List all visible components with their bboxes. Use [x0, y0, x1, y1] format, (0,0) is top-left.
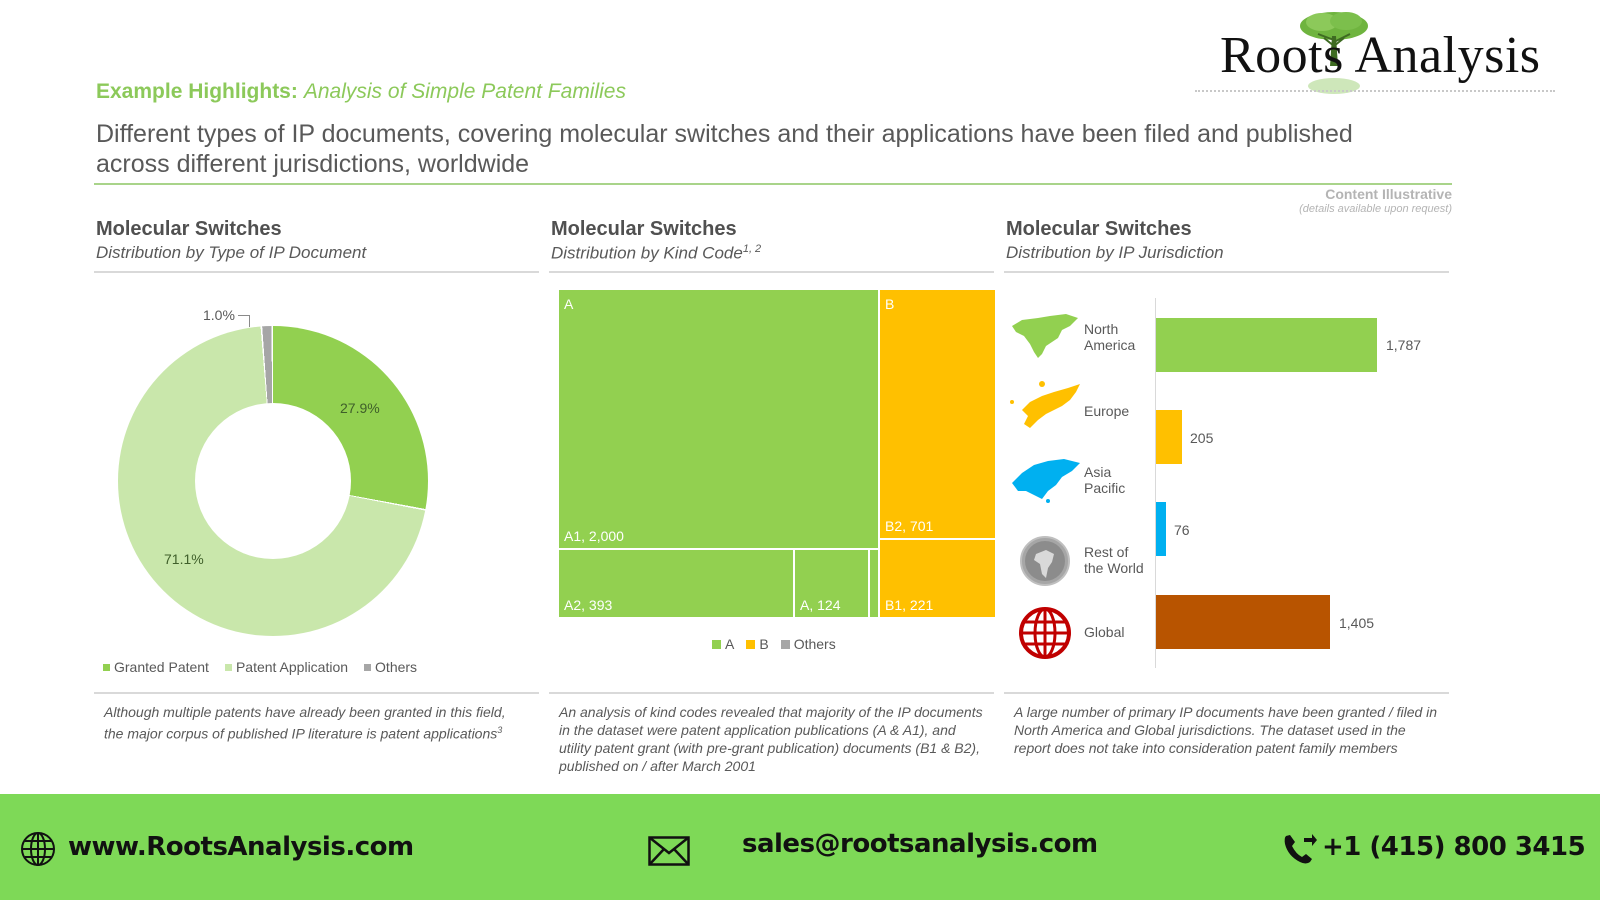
legend-item-others: Others	[364, 659, 417, 675]
bar-rest-of-world	[1156, 502, 1166, 556]
panel-subtitle: Distribution by IP Jurisdiction	[1006, 243, 1224, 262]
bar-value-europe: 205	[1190, 430, 1214, 446]
panel-kind-code-header: Molecular Switches Distribution by Kind …	[551, 218, 761, 264]
region-label-asia-pacific: Asia Pacific	[1084, 464, 1126, 496]
example-highlights-heading: Example Highlights: Analysis of Simple Pa…	[96, 80, 626, 104]
envelope-icon	[648, 836, 690, 866]
treemap-legend: A B Others	[712, 636, 836, 652]
region-label-europe: Europe	[1084, 403, 1130, 419]
highlight-topic: Analysis of Simple Patent Families	[303, 80, 626, 103]
callout-leader-line	[238, 315, 250, 327]
panel-divider	[94, 692, 539, 694]
content-note-subtitle: (details available upon request)	[1299, 203, 1452, 215]
legend-item-granted: Granted Patent	[103, 659, 209, 675]
globe-icon	[21, 832, 55, 866]
website-link[interactable]: www.RootsAnalysis.com	[68, 832, 414, 862]
legend-swatch	[712, 639, 721, 649]
slice-label-application: 71.1%	[164, 551, 204, 567]
europe-map-icon	[1010, 381, 1080, 428]
treemap-cell-a1: A A1, 2,000	[558, 289, 879, 549]
cell-label-b2: B2, 701	[885, 518, 934, 534]
bar-europe	[1156, 410, 1182, 464]
phone-link[interactable]: +1 (415) 800 3415	[1322, 832, 1586, 862]
legend-item-a: A	[712, 636, 734, 652]
panel-divider	[549, 692, 994, 694]
region-label-north-america: North America	[1084, 321, 1136, 353]
panel-title: Molecular Switches	[1006, 218, 1192, 240]
panel-jurisdiction-header: Molecular Switches Distribution by IP Ju…	[1006, 218, 1224, 263]
bar-global	[1156, 595, 1330, 649]
panel-divider	[1004, 271, 1449, 273]
bar-value-north-america: 1,787	[1386, 337, 1422, 353]
region-label-global: Global	[1084, 624, 1125, 640]
phone-icon	[1284, 834, 1317, 864]
panel-caption: Although multiple patents have already b…	[104, 704, 506, 742]
north-america-map-icon	[1012, 314, 1078, 358]
donut-chart	[118, 326, 428, 636]
bar-axis-line	[1155, 298, 1156, 668]
roots-analysis-logo: Roots Analysis	[1190, 4, 1590, 104]
email-link[interactable]: sales@rootsanalysis.com	[742, 829, 1098, 859]
logo-wordmark: Roots Analysis	[1220, 27, 1541, 84]
donut-legend: Granted Patent Patent Application Others	[103, 659, 417, 675]
panel-caption: An analysis of kind codes revealed that …	[559, 704, 983, 774]
donut-hole	[195, 403, 351, 559]
bar-value-global: 1,405	[1339, 615, 1375, 631]
legend-item-application: Patent Application	[224, 659, 348, 675]
legend-item-b: B	[746, 636, 769, 652]
cell-label-a1: A1, 2,000	[564, 528, 624, 544]
page-headline: Different types of IP documents, coverin…	[96, 120, 1353, 178]
panel-subtitle: Distribution by Type of IP Document	[96, 243, 367, 262]
treemap-cell-a-small	[869, 549, 879, 618]
treemap-cell-a2: A2, 393	[558, 549, 794, 618]
panel-ip-document-header: Molecular Switches Distribution by Type …	[96, 218, 366, 263]
treemap-cell-a: A, 124	[794, 549, 869, 618]
legend-swatch	[746, 639, 756, 649]
legend-item-others: Others	[780, 636, 836, 652]
header-divider	[94, 183, 1452, 185]
global-globe-icon	[1019, 607, 1071, 659]
bar-north-america	[1156, 318, 1377, 372]
slice-label-granted: 27.9%	[340, 400, 380, 416]
panel-title: Molecular Switches	[96, 218, 282, 240]
slice-label-others: 1.0%	[203, 307, 235, 323]
legend-swatch	[364, 663, 372, 671]
cell-label-b1: B1, 221	[885, 597, 934, 613]
panel-divider	[549, 271, 994, 273]
panel-subtitle: Distribution by Kind Code1, 2	[551, 243, 762, 263]
content-note-title: Content Illustrative	[1325, 186, 1452, 202]
treemap-cell-b2: B B2, 701	[879, 289, 996, 539]
asia-pacific-map-icon	[1012, 459, 1080, 503]
cell-label-a: A, 124	[800, 597, 841, 613]
panel-title: Molecular Switches	[551, 218, 737, 240]
group-label-b: B	[885, 296, 895, 312]
content-illustrative-note: Content Illustrative (details available …	[1230, 186, 1452, 215]
panel-divider	[1004, 692, 1449, 694]
legend-swatch	[103, 663, 110, 671]
treemap-chart: A A1, 2,000 A2, 393 A, 124 B B2, 701 B1,…	[558, 289, 996, 618]
panel-caption: A large number of primary IP documents h…	[1014, 704, 1438, 756]
group-label-a: A	[564, 296, 574, 312]
cell-label-a2: A2, 393	[564, 597, 613, 613]
legend-swatch	[780, 639, 790, 649]
bar-value-rest-of-world: 76	[1174, 522, 1190, 538]
highlight-label: Example Highlights:	[96, 80, 298, 103]
rest-of-world-globe-icon	[1020, 536, 1070, 586]
logo-tagline	[1195, 90, 1555, 93]
region-label-rest-of-world: Rest of the World	[1084, 544, 1144, 576]
treemap-cell-b1: B1, 221	[879, 539, 996, 618]
legend-swatch	[224, 663, 232, 671]
contact-footer: www.RootsAnalysis.com sales@rootsanalysi…	[0, 794, 1600, 900]
panel-divider	[94, 271, 539, 273]
